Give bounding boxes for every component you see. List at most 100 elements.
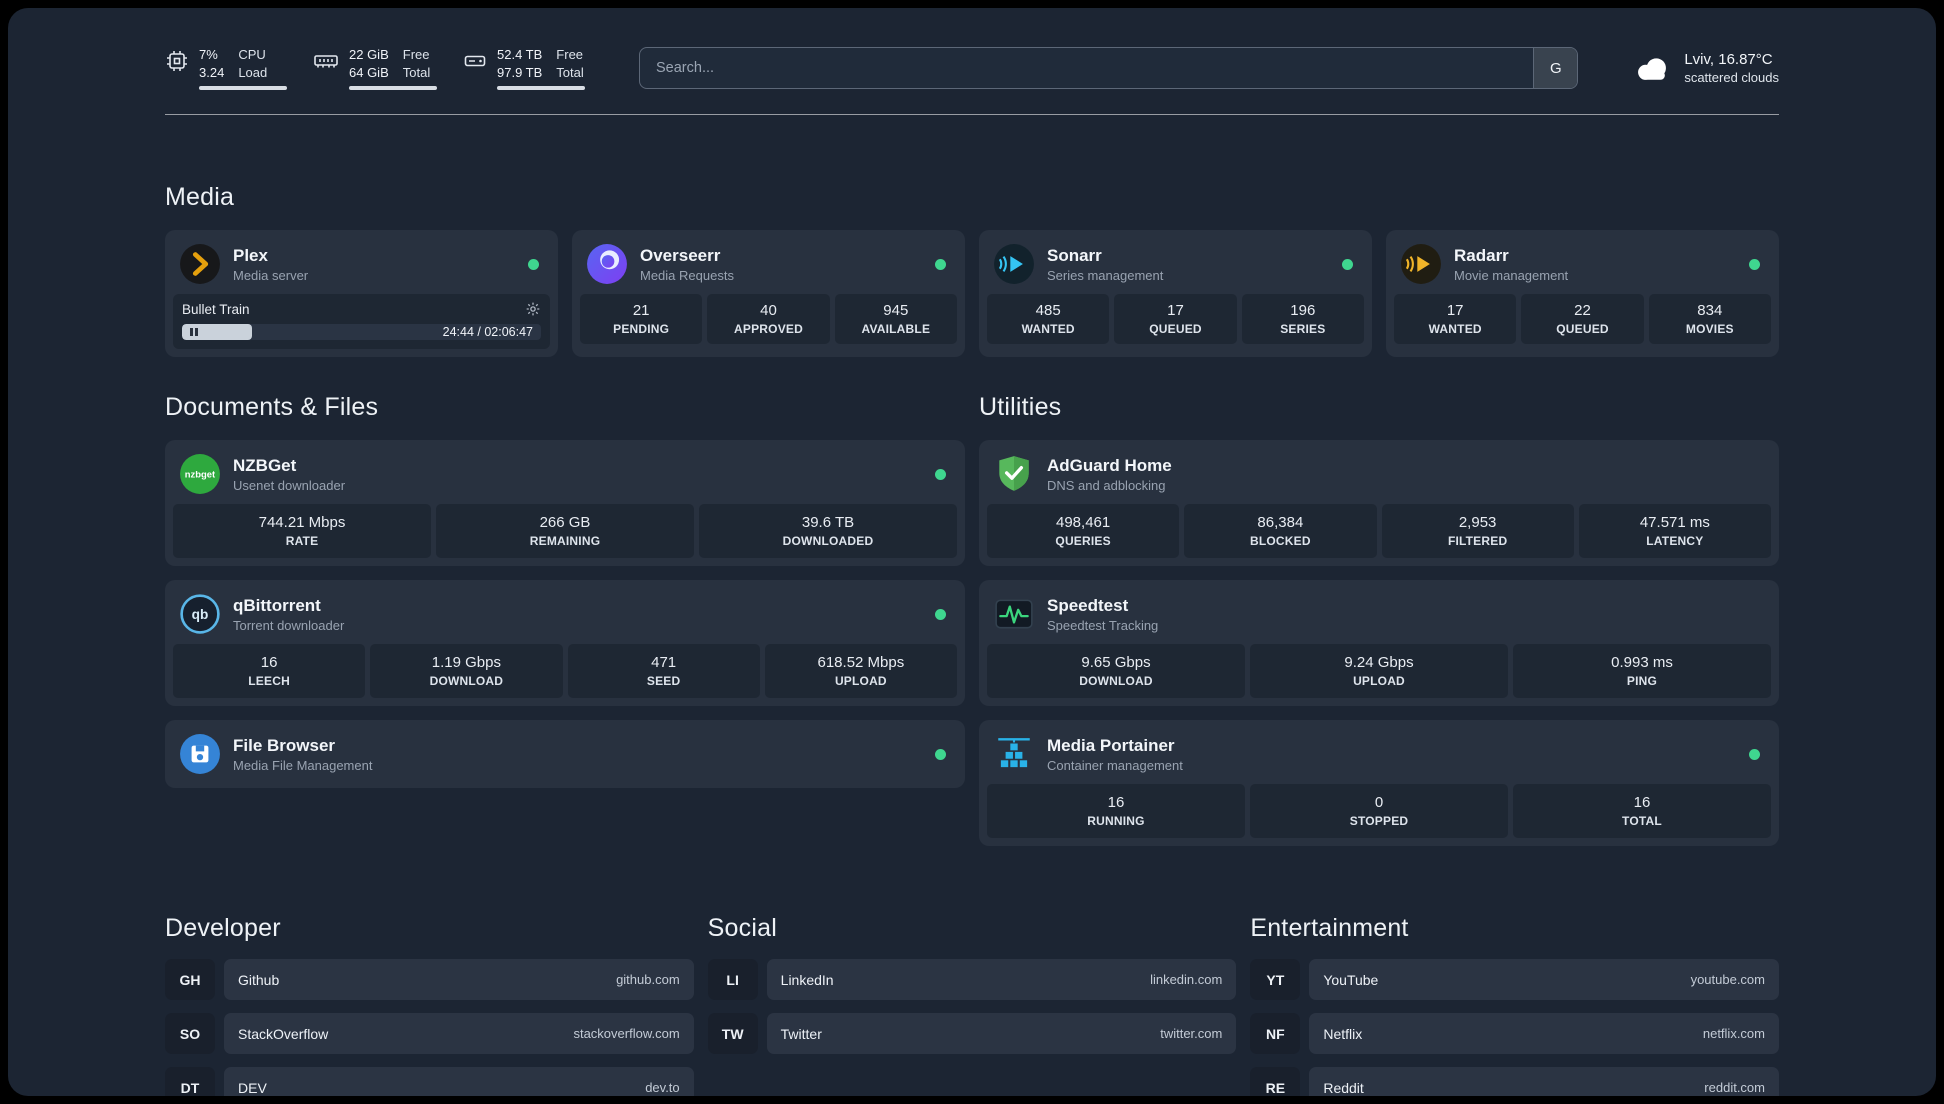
service-card-qbittorrent[interactable]: qb qBittorrent Torrent downloader 16 LEE… [165, 580, 965, 707]
stat-label: FILTERED [1447, 534, 1508, 549]
stat-value: 945 [883, 302, 909, 320]
section-documents: Documents & Files nzbget NZBGet Usenet d [165, 393, 965, 802]
service-description: Speedtest Tracking [1047, 617, 1159, 633]
status-dot [935, 258, 946, 270]
service-card-speedtest[interactable]: Speedtest Speedtest Tracking 9.65 Gbps D… [979, 580, 1779, 707]
stat-value: 17 [1167, 302, 1184, 320]
memory-label-bottom: Total [402, 64, 431, 80]
weather-condition: scattered clouds [1684, 70, 1779, 86]
hard-drive-icon [463, 49, 487, 73]
cpu-percent: 7% [199, 47, 218, 62]
stat-label: APPROVED [734, 322, 803, 337]
dashboard: 7% 3.24 CPU Load [8, 8, 1936, 1096]
stat-tile: 39.6 TB DOWNLOADED [699, 504, 957, 559]
stat-value: 485 [1035, 302, 1061, 320]
cpu-monitor: 7% 3.24 CPU Load [165, 46, 287, 91]
stat-tile: 9.24 Gbps UPLOAD [1250, 644, 1508, 699]
stat-tile: 1.19 Gbps DOWNLOAD [370, 644, 563, 699]
bookmark-abbr: NF [1250, 1013, 1301, 1055]
service-name: File Browser [233, 735, 336, 755]
service-card-sonarr[interactable]: Sonarr Series management 485 WANTED 17 Q… [979, 230, 1372, 358]
service-card-portainer[interactable]: Media Portainer Container management 16 … [979, 720, 1779, 847]
memory-usage-bar [349, 86, 437, 91]
memory-total-value: 64 GiB [349, 64, 389, 80]
stat-tile: 47.571 ms LATENCY [1578, 504, 1771, 559]
bookmark-twitter[interactable]: TW Twitter twitter.com [707, 1013, 1237, 1055]
section-utilities: Utilities AdGuard Home [979, 393, 1779, 860]
stat-label: QUEUED [1556, 322, 1609, 337]
cloud-icon [1632, 53, 1672, 83]
service-name: Sonarr [1047, 245, 1102, 265]
stat-value: 17 [1446, 302, 1464, 320]
stat-tile: 744.21 Mbps RATE [173, 504, 431, 559]
stat-label: DOWNLOAD [1079, 674, 1153, 689]
ram-icon [313, 49, 339, 73]
stat-label: AVAILABLE [861, 322, 931, 337]
stat-label: UPLOAD [1353, 674, 1405, 689]
bookmark-name: Twitter [780, 1025, 822, 1042]
service-card-adguard[interactable]: AdGuard Home DNS and adblocking 498,461 … [979, 440, 1779, 567]
section-title-documents: Documents & Files [165, 393, 379, 422]
search-provider-button[interactable]: G [1533, 48, 1578, 89]
cpu-usage-bar [199, 86, 287, 91]
bookmark-stackoverflow[interactable]: SO StackOverflow stackoverflow.com [165, 1013, 694, 1055]
stat-tile: 834 MOVIES [1648, 294, 1771, 345]
cpu-load-value: 3.24 [199, 64, 225, 80]
bookmark-netflix[interactable]: NF Netflix netflix.com [1250, 1013, 1779, 1055]
cpu-label-top: CPU [238, 47, 266, 62]
search-input[interactable] [640, 48, 1534, 89]
stat-value: 86,384 [1257, 514, 1304, 532]
gear-icon[interactable] [525, 301, 541, 317]
service-card-overseerr[interactable]: Overseerr Media Requests 21 PENDING 40 A… [572, 230, 965, 358]
stat-tile: 266 GB REMAINING [436, 504, 694, 559]
bookmark-github[interactable]: GH Github github.com [165, 959, 694, 1001]
disk-label-bottom: Total [556, 64, 584, 80]
bookmark-abbr: DT [165, 1067, 215, 1096]
bookmark-name: Reddit [1323, 1079, 1364, 1096]
stat-value: 16 [1633, 794, 1651, 812]
stat-value: 834 [1697, 302, 1723, 320]
speedtest-graph-icon [993, 593, 1035, 635]
bookmark-url: netflix.com [1702, 1026, 1765, 1042]
status-dot [935, 468, 946, 480]
service-name: Plex [233, 245, 268, 265]
weather-widget[interactable]: Lviv, 16.87°C scattered clouds [1632, 51, 1779, 85]
stat-tile: 0.993 ms PING [1513, 644, 1771, 699]
bookmark-url: dev.to [645, 1080, 680, 1096]
portainer-crane-icon [993, 733, 1035, 775]
service-description: DNS and adblocking [1047, 477, 1166, 493]
service-card-radarr[interactable]: Radarr Movie management 17 WANTED 22 QUE… [1386, 230, 1779, 358]
bookmark-linkedin[interactable]: LI LinkedIn linkedin.com [707, 959, 1237, 1001]
stat-label: WANTED [1021, 322, 1075, 337]
bookmark-url: youtube.com [1690, 972, 1765, 988]
stat-label: RUNNING [1087, 814, 1145, 829]
stat-value: 16 [1107, 794, 1125, 812]
bookmark-group-entertainment: Entertainment YT YouTube youtube.com NF … [1250, 914, 1779, 1096]
stat-label: STOPPED [1349, 814, 1409, 829]
section-media: Media Plex Media server [165, 183, 1779, 358]
stat-value: 2,953 [1458, 514, 1497, 532]
stat-tile: 16 LEECH [173, 644, 366, 699]
service-card-plex[interactable]: Plex Media server Bullet Train [165, 230, 558, 358]
service-card-filebrowser[interactable]: File Browser Media File Management [165, 720, 965, 789]
bookmark-dev[interactable]: DT DEV dev.to [165, 1067, 694, 1096]
bookmark-reddit[interactable]: RE Reddit reddit.com [1250, 1067, 1779, 1096]
stat-value: 498,461 [1056, 514, 1111, 532]
stat-label: DOWNLOADED [782, 534, 874, 549]
stat-label: QUEUED [1149, 322, 1202, 337]
stat-tile: 86,384 BLOCKED [1184, 504, 1377, 559]
pause-icon[interactable] [189, 327, 199, 337]
service-description: Movie management [1454, 267, 1569, 283]
search-bar[interactable]: G [639, 47, 1579, 90]
stat-value: 0 [1374, 794, 1384, 812]
bookmark-group-social: Social LI LinkedIn linkedin.com TW Twitt… [707, 914, 1237, 1067]
playback-progress-bar[interactable]: 24:44 / 02:06:47 [182, 324, 541, 341]
stat-tile: 9.65 Gbps DOWNLOAD [987, 644, 1245, 699]
bookmark-name: Github [238, 971, 280, 988]
service-card-nzbget[interactable]: nzbget NZBGet Usenet downloader 744.21 M… [165, 440, 965, 567]
stat-value: 16 [260, 654, 278, 672]
status-dot [1749, 258, 1760, 270]
stat-label: PING [1626, 674, 1658, 689]
bookmark-youtube[interactable]: YT YouTube youtube.com [1250, 959, 1779, 1001]
stat-label: SEED [646, 674, 681, 689]
